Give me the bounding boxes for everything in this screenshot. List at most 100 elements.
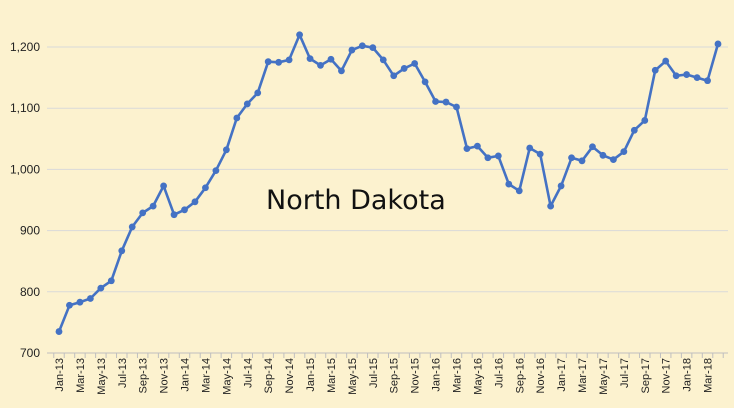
gridlines: [47, 46, 728, 293]
series-group: [55, 31, 722, 335]
data-point: [620, 148, 628, 156]
x-tick-label: Nov-14: [284, 358, 296, 393]
y-tick-label: 700: [20, 346, 40, 360]
data-point: [97, 284, 105, 292]
data-point: [327, 55, 335, 63]
data-point: [296, 31, 303, 39]
x-tick-label: May-14: [221, 358, 233, 395]
data-point: [212, 167, 220, 175]
data-point: [191, 198, 199, 206]
data-point: [714, 40, 722, 48]
data-point: [306, 55, 314, 63]
series-line: [57, 33, 720, 333]
data-point: [139, 209, 147, 217]
data-point: [683, 71, 691, 78]
data-point: [233, 114, 241, 122]
x-tick-label: May-17: [598, 358, 610, 395]
x-tick-label: Mar-16: [451, 358, 463, 393]
data-point: [589, 143, 596, 151]
x-tick-label: Jul-15: [368, 358, 380, 388]
data-point: [568, 154, 575, 162]
y-tick-label: 900: [20, 224, 40, 238]
data-point: [662, 57, 670, 65]
x-tick-label: Jul-14: [242, 358, 254, 388]
x-axis: [47, 352, 728, 358]
x-tick-label: Sep-17: [640, 358, 652, 393]
data-point: [358, 42, 366, 50]
data-point: [609, 156, 617, 164]
y-tick-label: 1,000: [10, 162, 40, 176]
data-point: [693, 74, 701, 81]
data-point: [390, 72, 398, 80]
data-point: [170, 211, 178, 219]
x-tick-label: May-15: [347, 358, 359, 395]
data-point: [505, 180, 513, 188]
x-tick-label: Jul-13: [117, 358, 129, 388]
data-point: [254, 89, 262, 97]
x-tick-label: Sep-13: [138, 358, 150, 393]
x-tick-label: Nov-16: [535, 358, 547, 393]
y-tick-label: 1,100: [10, 101, 40, 115]
data-point: [243, 100, 251, 108]
data-point: [107, 277, 115, 285]
data-point: [317, 61, 324, 69]
x-tick-label: May-16: [472, 358, 484, 395]
data-point: [630, 126, 638, 134]
chart-annotation: North Dakota: [266, 185, 446, 216]
data-point: [484, 154, 492, 162]
data-point: [536, 150, 544, 158]
x-tick-label: Mar-17: [577, 358, 589, 393]
x-tick-label: Sep-15: [389, 358, 401, 393]
data-point: [118, 247, 126, 255]
data-point: [578, 157, 586, 165]
data-point: [55, 328, 63, 335]
data-point: [338, 67, 345, 75]
x-tick-label: Mar-14: [200, 358, 212, 393]
data-point: [474, 142, 481, 150]
x-tick-label: May-13: [96, 358, 108, 395]
x-tick-label: Sep-16: [514, 358, 526, 393]
data-point: [463, 145, 471, 152]
y-tick-label: 800: [20, 285, 40, 299]
x-tick-label: Mar-13: [75, 358, 87, 393]
data-point: [76, 298, 84, 306]
data-point: [494, 152, 502, 160]
data-point: [651, 66, 659, 74]
data-point: [421, 78, 429, 86]
data-point: [400, 65, 408, 72]
x-tick-label: Jan-15: [305, 358, 317, 392]
y-tick-label: 1,200: [10, 40, 40, 54]
data-point: [275, 58, 283, 66]
x-tick-label: Jan-13: [54, 358, 66, 392]
data-point: [547, 202, 555, 210]
x-tick-label: Nov-15: [410, 358, 422, 393]
data-point: [369, 44, 377, 52]
x-tick-label: Jan-16: [431, 358, 443, 392]
data-point: [379, 56, 387, 64]
x-tick-label: Jul-17: [619, 358, 631, 388]
y-axis-ticks: 700 800 900 1,000 1,100 1,200: [10, 40, 40, 360]
data-point: [515, 187, 523, 195]
data-point: [348, 46, 356, 54]
data-point: [86, 295, 94, 302]
data-point: [66, 301, 73, 309]
data-point: [181, 206, 188, 214]
x-axis-ticks: Jan-13 Mar-13 May-13 Jul-13 Sep-13 Nov-13 Jan-…: [54, 358, 715, 395]
data-point: [411, 60, 419, 67]
data-point: [160, 182, 168, 190]
x-tick-label: Jan-18: [682, 358, 694, 392]
data-point: [128, 223, 136, 231]
data-point: [285, 56, 293, 64]
x-tick-label: Jan-14: [180, 358, 192, 392]
data-point: [641, 117, 649, 124]
x-tick-label: Jul-16: [493, 358, 505, 388]
data-point: [526, 144, 534, 152]
data-point: [599, 151, 607, 159]
data-point: [222, 146, 230, 154]
data-point: [149, 202, 157, 210]
data-point: [432, 98, 439, 105]
x-tick-label: Sep-14: [263, 358, 275, 393]
x-tick-label: Nov-17: [661, 358, 673, 393]
